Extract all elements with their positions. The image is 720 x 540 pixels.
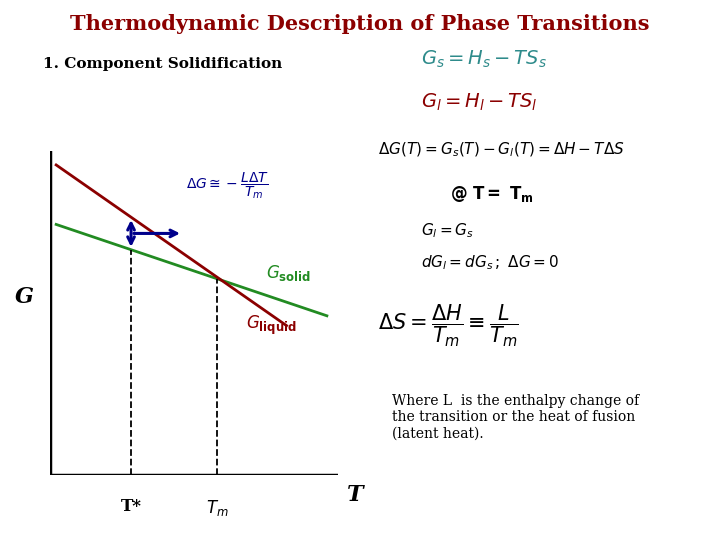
Text: $\mathbf{@\ T{=}\ T_m}$: $\mathbf{@\ T{=}\ T_m}$	[450, 184, 534, 204]
Text: T: T	[348, 484, 364, 505]
Text: $G_{\mathbf{solid}}$: $G_{\mathbf{solid}}$	[266, 263, 312, 283]
Text: G: G	[15, 286, 34, 308]
Text: $\Delta G(T) = G_s(T) - G_l(T) = \Delta H - T\Delta S$: $\Delta G(T) = G_s(T) - G_l(T) = \Delta …	[378, 140, 625, 159]
Text: Thermodynamic Description of Phase Transitions: Thermodynamic Description of Phase Trans…	[71, 14, 649, 33]
Text: $G_{\mathbf{liquid}}$: $G_{\mathbf{liquid}}$	[246, 314, 297, 337]
Text: $\Delta G \cong -\dfrac{L\Delta T}{T_m}$: $\Delta G \cong -\dfrac{L\Delta T}{T_m}$	[186, 170, 269, 201]
Text: $G_l = H_l - TS_l$: $G_l = H_l - TS_l$	[421, 92, 538, 113]
Text: $dG_l = dG_s\,;\ \Delta G = 0$: $dG_l = dG_s\,;\ \Delta G = 0$	[421, 254, 559, 273]
Text: Where L  is the enthalpy change of
the transition or the heat of fusion
(latent : Where L is the enthalpy change of the tr…	[392, 394, 639, 441]
Text: $\Delta S = \dfrac{\Delta H}{T_m} \equiv \dfrac{L}{T_m}$: $\Delta S = \dfrac{\Delta H}{T_m} \equiv…	[378, 302, 519, 348]
Text: $G_l = G_s$: $G_l = G_s$	[421, 221, 474, 240]
Text: $T_m$: $T_m$	[206, 498, 229, 518]
Text: $G_s = H_s - TS_s$: $G_s = H_s - TS_s$	[421, 49, 547, 70]
Text: T*: T*	[120, 498, 142, 515]
Text: 1. Component Solidification: 1. Component Solidification	[43, 57, 282, 71]
